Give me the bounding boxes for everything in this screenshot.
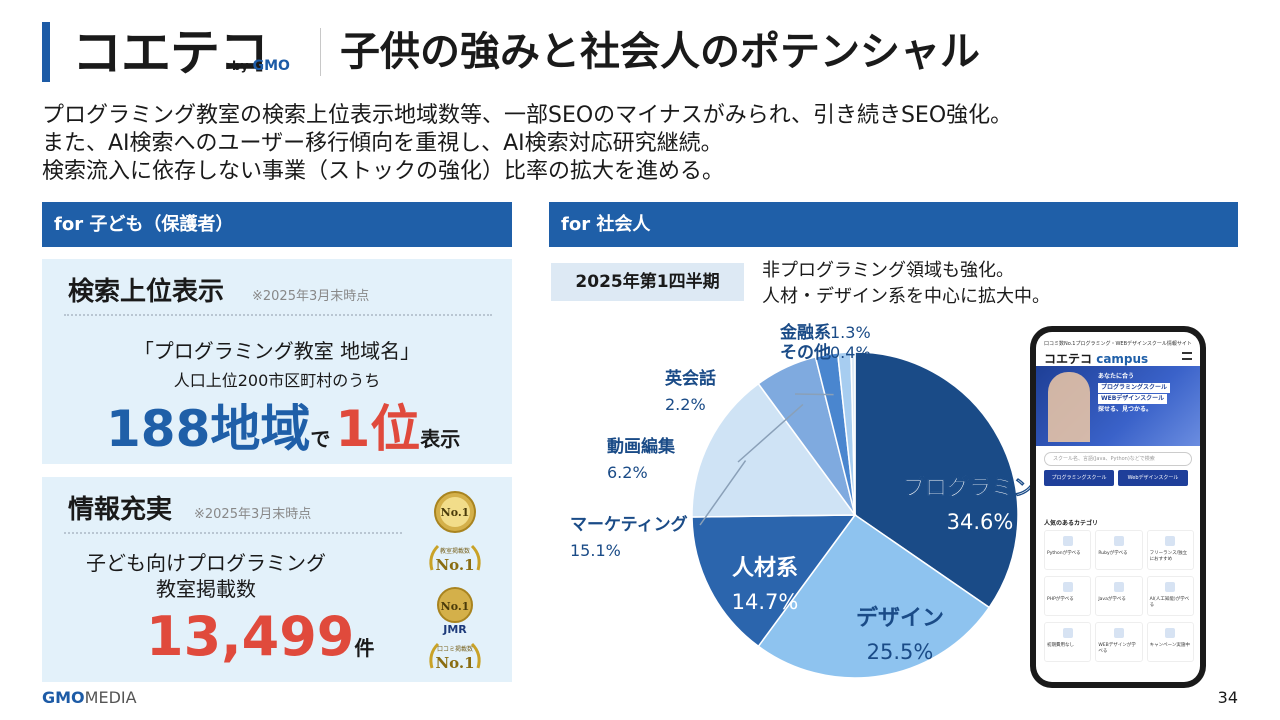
slice-label: その他 <box>780 342 831 363</box>
category-item[interactable]: AI(人工知能)が学べる <box>1146 576 1194 616</box>
card-note: ※2025年3月末時点 <box>194 507 312 522</box>
category-item[interactable]: キャンペーン実施中 <box>1146 622 1194 662</box>
svg-text:教室掲載数: 教室掲載数 <box>440 547 470 555</box>
web-design-school-button[interactable]: Webデザインスクール <box>1118 470 1188 486</box>
dotted-divider <box>64 532 402 534</box>
listing-count: 13,499件 <box>146 605 375 668</box>
footer-logo: GMOMEDIA <box>42 688 137 707</box>
listing-count-card: 情報充実 ※2025年3月末時点 子ども向けプログラミング 教室掲載数 13,4… <box>42 477 512 682</box>
slice-label: 人材系 <box>732 556 798 581</box>
pie-slice <box>850 351 856 516</box>
slice-percent: 0.4% <box>830 343 871 362</box>
slice-label: デザイン <box>856 605 944 631</box>
period-note: 非プログラミング領域も強化。 人材・デザイン系を中心に拡大中。 <box>762 260 1050 307</box>
listing-label-2: 教室掲載数 <box>156 577 256 601</box>
section-header-adults: for 社会人 <box>549 202 1238 247</box>
section-header-children: for 子ども（保護者） <box>42 202 512 247</box>
search-scope: 人口上位200市区町村のうち <box>173 371 381 390</box>
pie-slice <box>691 382 857 518</box>
slice-percent: 2.2% <box>665 395 706 414</box>
svg-text:口コミ掲載数: 口コミ掲載数 <box>437 645 473 653</box>
intro-text: プログラミング教室の検索上位表示地域数等、一部SEOのマイナスがみられ、引き続き… <box>42 102 1242 186</box>
category-grid: Pythonが学べる Rubyが学べる フリーランス/独立におすすめ PHPが学… <box>1044 530 1194 662</box>
slice-label: マーケティング <box>570 514 688 535</box>
slice-percent: 34.6% <box>947 510 1014 534</box>
category-item[interactable]: Javaが学べる <box>1095 576 1143 616</box>
intro-line-3: 検索流入に依存しない事業（ストックの強化）比率の拡大を進める。 <box>42 159 725 184</box>
slice-label: 動画編集 <box>607 436 676 457</box>
hero-person-image <box>1048 372 1090 442</box>
phone-screen: 口コミ数No.1プログラミング・WEBデザインスクール情報サイト コエテコ ca… <box>1036 332 1200 682</box>
leader-line <box>699 460 747 526</box>
slice-percent: 6.2% <box>607 463 648 482</box>
pie-slice <box>836 351 856 516</box>
page-number: 34 <box>1217 688 1238 707</box>
slice-percent: 15.1% <box>570 541 621 560</box>
phone-site-tagline: 口コミ数No.1プログラミング・WEBデザインスクール情報サイト <box>1044 341 1192 347</box>
award-review-icon: 口コミ掲載数 No.1 <box>424 638 486 674</box>
title-accent-bar <box>42 22 50 82</box>
pie-slice <box>757 355 856 516</box>
programming-school-button[interactable]: プログラミングスクール <box>1044 470 1114 486</box>
award-badge-icon: No.1 <box>424 487 486 537</box>
listing-label-1: 子ども向けプログラミング <box>86 551 326 575</box>
region-count: 188地域 <box>106 400 311 458</box>
period-badge: 2025年第1四半期 <box>551 263 744 301</box>
category-item[interactable]: PHPが学べる <box>1044 576 1092 616</box>
phone-search-input[interactable]: スクール名、言語(Java、Python)などで検索 <box>1044 452 1192 466</box>
leader-line <box>794 393 834 396</box>
ranking-position: 1位 <box>335 400 421 458</box>
svg-text:No.1: No.1 <box>441 600 470 613</box>
dotted-divider <box>64 314 492 316</box>
listing-number: 13,499 <box>146 605 355 668</box>
search-keyword: 「プログラミング教室 地域名」 <box>133 339 421 363</box>
phone-brand: コエテコ campus <box>1044 352 1149 366</box>
slice-percent: 14.7% <box>732 590 799 614</box>
slice-label: 英会話 <box>665 368 716 389</box>
award-laurel-icon: 教室掲載数 No.1 <box>424 540 486 576</box>
phone-hero-banner[interactable]: あなたに合う プログラミングスクール WEBデザインスクール 探せる、見つかる。 <box>1036 366 1200 446</box>
slice-label: 金融系 <box>779 322 831 343</box>
category-item[interactable]: Pythonが学べる <box>1044 530 1092 570</box>
page-title: 子供の強みと社会人のポテンシャル <box>340 29 980 75</box>
phone-mockup: 口コミ数No.1プログラミング・WEBデザインスクール情報サイト コエテコ ca… <box>1030 326 1206 688</box>
leader-line <box>737 403 804 463</box>
pie-slice <box>854 351 1019 609</box>
hero-text: あなたに合う プログラミングスクール WEBデザインスクール 探せる、見つかる。 <box>1098 372 1171 415</box>
category-item[interactable]: 初期費用なし <box>1044 622 1092 662</box>
intro-line-1: プログラミング教室の検索上位表示地域数等、一部SEOのマイナスがみられ、引き続き… <box>42 103 1013 128</box>
pie-slice <box>757 513 991 679</box>
card-title: 情報充実 <box>68 495 173 525</box>
category-item[interactable]: Rubyが学べる <box>1095 530 1143 570</box>
app-logo: コエテコ <box>72 24 269 82</box>
svg-text:No.1: No.1 <box>435 556 474 574</box>
hamburger-menu-icon[interactable] <box>1182 352 1192 360</box>
svg-text:No.1: No.1 <box>435 654 474 672</box>
slice-percent: 1.3% <box>830 323 871 342</box>
slice-percent: 25.5% <box>867 640 934 664</box>
svg-text:No.1: No.1 <box>441 506 470 519</box>
card-note: ※2025年3月末時点 <box>252 289 370 304</box>
award-jmr-icon: No.1 JMR <box>424 585 486 635</box>
ranking-result: 188地域で 1位表示 <box>106 400 461 458</box>
popular-categories-title: 人気のあるカテゴリ <box>1044 520 1099 527</box>
logo-company: by GMO <box>232 58 290 74</box>
category-item[interactable]: フリーランス/独立におすすめ <box>1146 530 1194 570</box>
pie-slice <box>691 514 857 648</box>
category-item[interactable]: WEBデザインが学べる <box>1095 622 1143 662</box>
title-divider <box>320 28 321 76</box>
card-title: 検索上位表示 <box>68 277 225 307</box>
intro-line-2: また、AI検索へのユーザー移行傾向を重視し、AI検索対応研究継続。 <box>42 131 723 156</box>
pie-slice <box>814 352 856 516</box>
svg-text:JMR: JMR <box>442 623 467 635</box>
search-ranking-card: 検索上位表示 ※2025年3月末時点 「プログラミング教室 地域名」 人口上位2… <box>42 259 512 464</box>
